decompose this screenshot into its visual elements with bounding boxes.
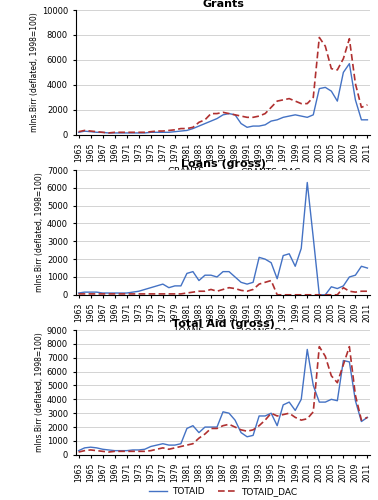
Title: Total Aid (gross): Total Aid (gross) xyxy=(172,319,274,329)
Y-axis label: mlns.Birr (deflated, 1998=100): mlns.Birr (deflated, 1998=100) xyxy=(35,332,44,452)
Legend: LOANS, LOANS_DAC: LOANS, LOANS_DAC xyxy=(152,327,294,336)
Y-axis label: mlns.Birr (deflated, 1998=100): mlns.Birr (deflated, 1998=100) xyxy=(35,172,44,292)
Title: Loans (gross): Loans (gross) xyxy=(181,159,265,169)
Legend: GRANTS, GRANTS_DAC: GRANTS, GRANTS_DAC xyxy=(145,167,301,176)
Title: Grants: Grants xyxy=(202,0,244,9)
Y-axis label: mlns.Birr (deflated, 1998=100): mlns.Birr (deflated, 1998=100) xyxy=(30,12,39,132)
Legend: TOTAID, TOTAID_DAC: TOTAID, TOTAID_DAC xyxy=(149,487,297,496)
